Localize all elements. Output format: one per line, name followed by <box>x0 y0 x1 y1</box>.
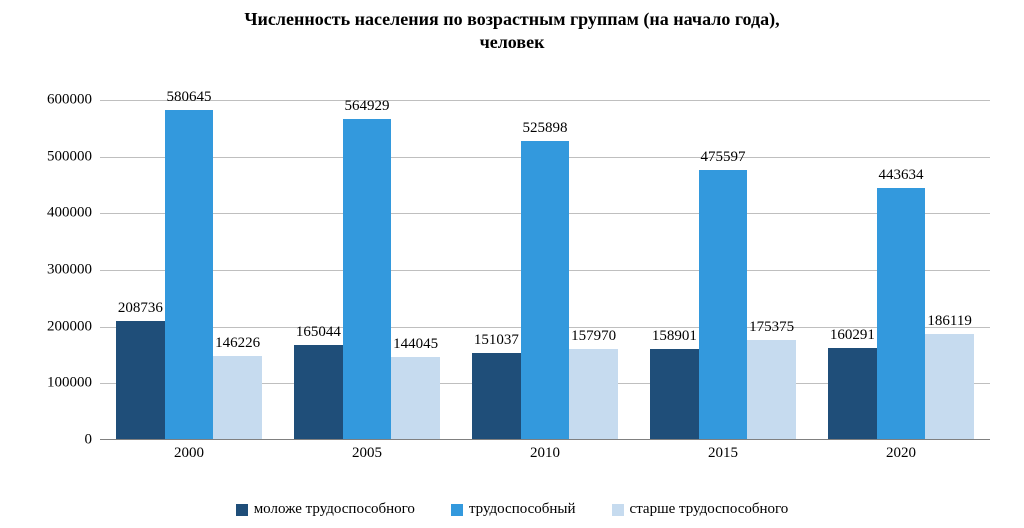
legend-label: моложе трудоспособного <box>254 501 415 518</box>
bar: 580645 <box>165 110 214 439</box>
data-label: 144045 <box>393 336 438 357</box>
y-tick-label: 400000 <box>47 205 100 222</box>
data-label: 208736 <box>118 300 163 321</box>
data-label: 157970 <box>571 328 616 349</box>
y-tick-label: 600000 <box>47 92 100 109</box>
x-tick-label: 2005 <box>352 439 382 462</box>
legend-swatch <box>236 504 248 516</box>
y-tick-label: 500000 <box>47 148 100 165</box>
chart-title-line2: человек <box>0 31 1024 54</box>
bar: 475597 <box>699 170 748 440</box>
chart-title-line1: Численность населения по возрастным груп… <box>0 8 1024 31</box>
bar: 186119 <box>925 334 974 439</box>
data-label: 580645 <box>166 89 211 110</box>
plot-area: 0100000200000300000400000500000600000200… <box>100 100 990 440</box>
data-label: 175375 <box>749 319 794 340</box>
bar: 525898 <box>521 141 570 439</box>
bar: 144045 <box>391 357 440 439</box>
y-tick-label: 200000 <box>47 318 100 335</box>
x-tick-label: 2010 <box>530 439 560 462</box>
legend-item: моложе трудоспособного <box>236 501 415 518</box>
y-tick-label: 100000 <box>47 375 100 392</box>
x-tick-label: 2015 <box>708 439 738 462</box>
legend-item: старше трудоспособного <box>612 501 789 518</box>
bar: 175375 <box>747 340 796 439</box>
chart-container: Численность населения по возрастным груп… <box>0 0 1024 528</box>
bar: 165044 <box>294 345 343 439</box>
bar: 146226 <box>213 356 262 439</box>
legend-label: старше трудоспособного <box>630 501 789 518</box>
legend-label: трудоспособный <box>469 501 576 518</box>
bar: 208736 <box>116 321 165 439</box>
data-label: 525898 <box>522 120 567 141</box>
chart-title: Численность населения по возрастным груп… <box>0 0 1024 53</box>
data-label: 165044 <box>296 324 341 345</box>
bar: 157970 <box>569 349 618 439</box>
y-tick-label: 0 <box>85 432 101 449</box>
legend-swatch <box>451 504 463 516</box>
x-tick-label: 2000 <box>174 439 204 462</box>
legend: моложе трудоспособного трудоспособный стар… <box>0 501 1024 518</box>
data-label: 158901 <box>652 328 697 349</box>
data-label: 151037 <box>474 332 519 353</box>
data-label: 160291 <box>830 327 875 348</box>
bar: 158901 <box>650 349 699 439</box>
y-tick-label: 300000 <box>47 262 100 279</box>
data-label: 186119 <box>927 313 971 334</box>
data-label: 443634 <box>878 167 923 188</box>
legend-swatch <box>612 504 624 516</box>
legend-item: трудоспособный <box>451 501 576 518</box>
data-label: 475597 <box>700 149 745 170</box>
bar: 564929 <box>343 119 392 439</box>
data-label: 146226 <box>215 335 260 356</box>
data-label: 564929 <box>344 98 389 119</box>
gridline <box>100 100 990 101</box>
x-tick-label: 2020 <box>886 439 916 462</box>
bar: 160291 <box>828 348 877 439</box>
bar: 151037 <box>472 353 521 439</box>
bar: 443634 <box>877 188 926 439</box>
